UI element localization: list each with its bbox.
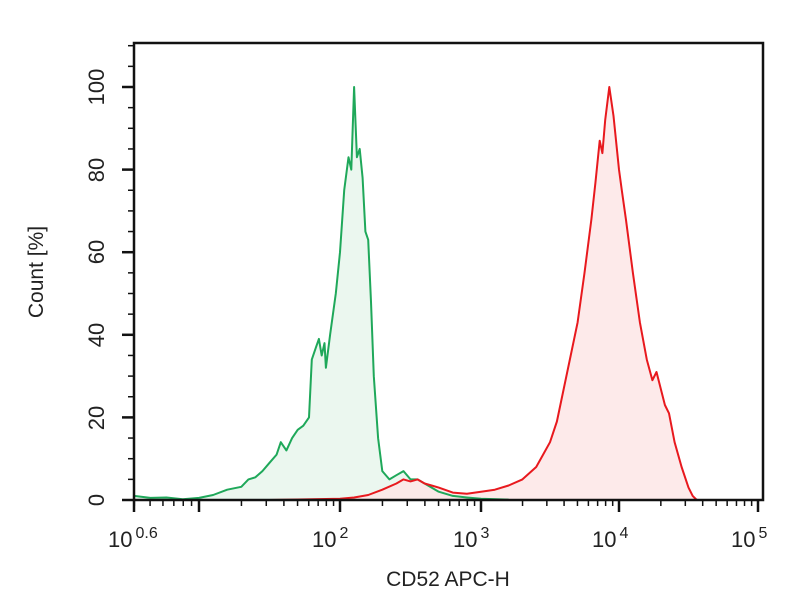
y-axis-title: Count [%] — [25, 226, 48, 318]
x-tick-label-10e0.6: 10 0.6 — [108, 525, 158, 552]
y-axis-ticks — [122, 44, 134, 502]
x-tick-labels: 10 0.6 10 2 10 3 10 4 10 5 — [108, 525, 767, 552]
x-tick-label-10e5: 10 5 — [731, 525, 767, 552]
x-tick-label-10e2: 10 2 — [312, 525, 348, 552]
y-tick-label-80: 80 — [84, 158, 109, 182]
y-tick-label-40: 40 — [84, 323, 109, 347]
x-tick-label-10e4: 10 4 — [592, 525, 628, 552]
series-line-0 — [133, 86, 509, 501]
series-line-1 — [269, 86, 698, 501]
plot-frame — [132, 41, 765, 502]
series-fill-1 — [269, 87, 697, 500]
y-tick-labels: 0 20 40 60 80 100 — [84, 69, 109, 506]
x-axis-ticks — [132, 500, 760, 512]
y-tick-label-20: 20 — [84, 406, 109, 430]
y-tick-label-60: 60 — [84, 240, 109, 264]
x-axis-title: CD52 APC-H — [386, 568, 510, 591]
y-tick-label-100: 100 — [84, 69, 109, 106]
series-fill-0 — [134, 87, 509, 500]
x-tick-label-10e3: 10 3 — [453, 525, 489, 552]
y-tick-label-0: 0 — [84, 494, 109, 506]
series-layer — [133, 86, 698, 501]
